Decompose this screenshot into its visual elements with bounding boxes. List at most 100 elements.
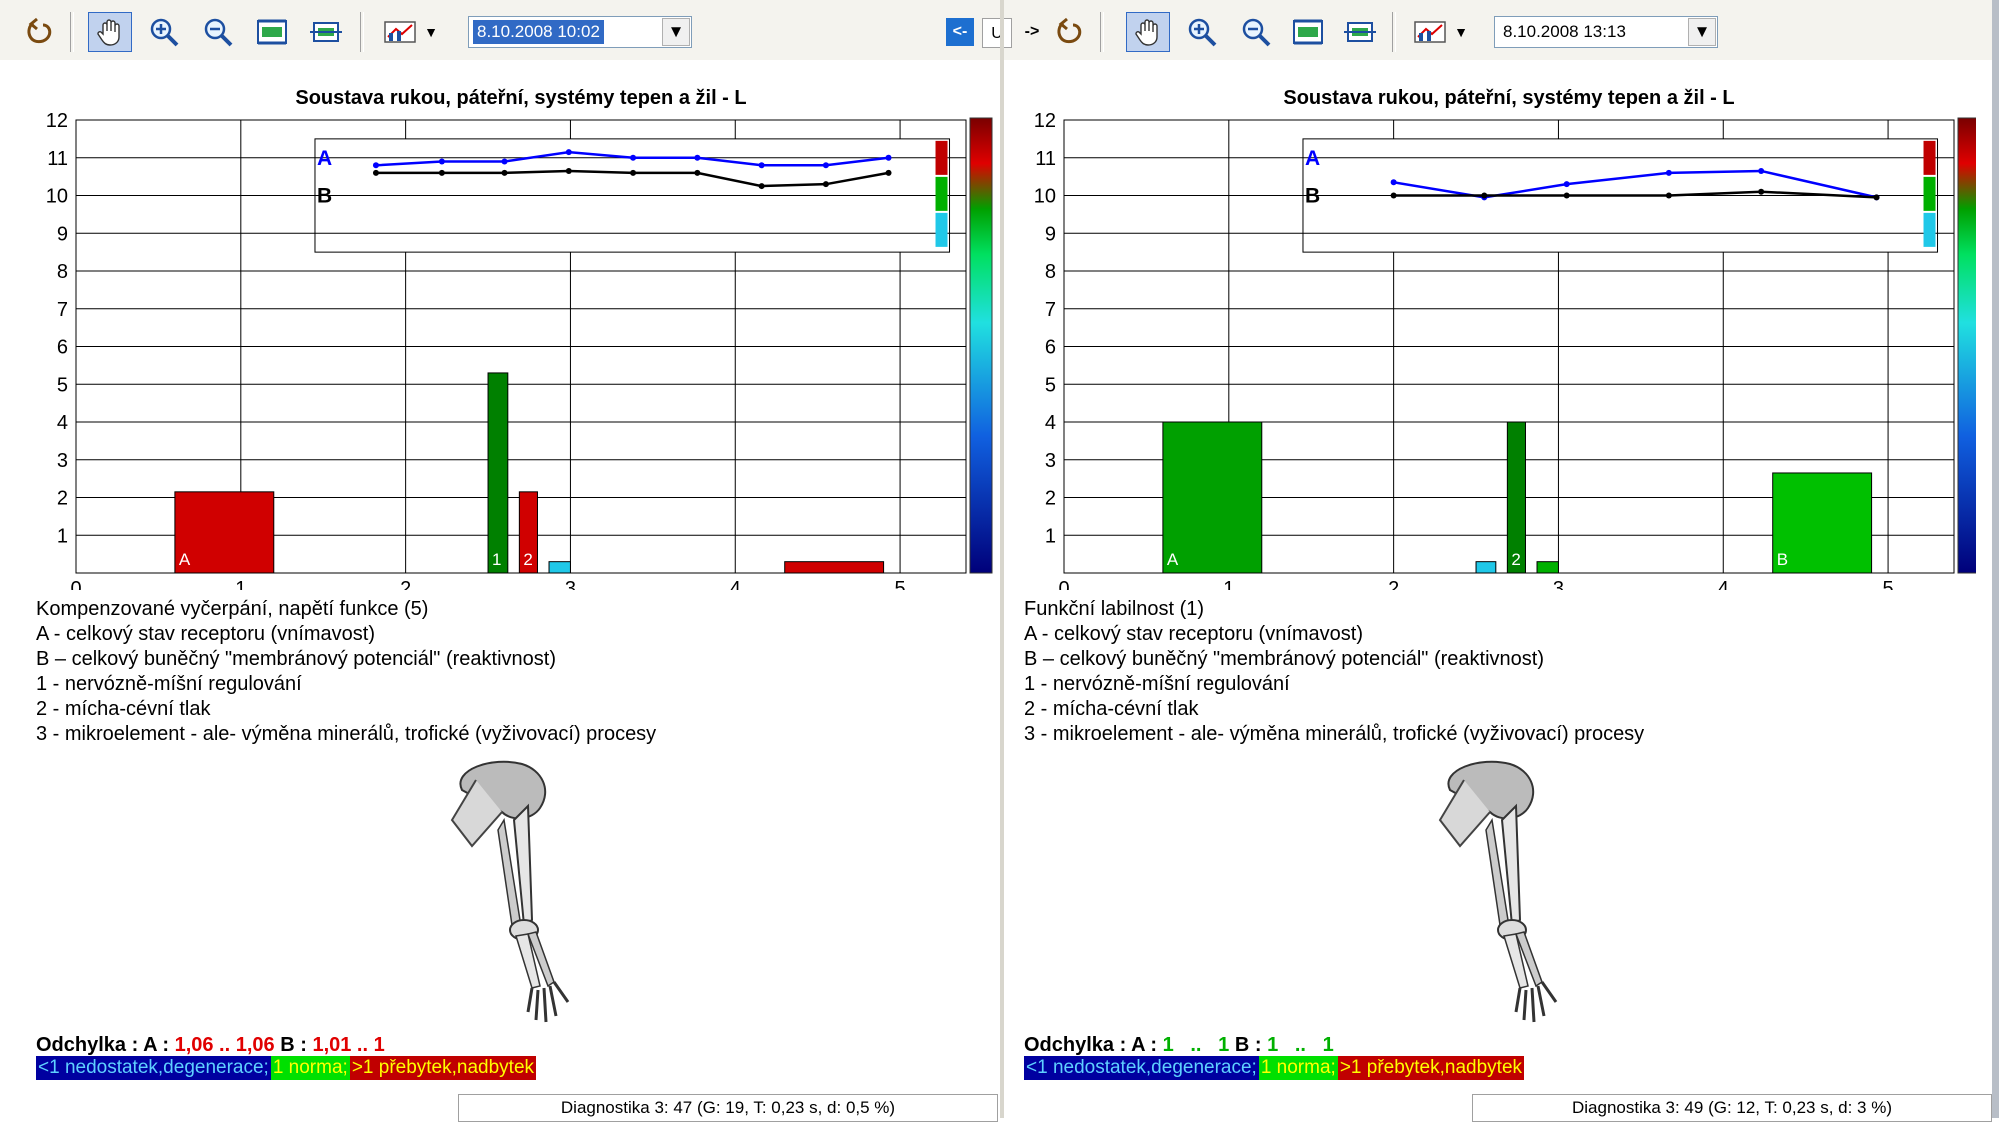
legend-line: 1 - nervózně-míšní regulování	[36, 673, 302, 695]
fit-button[interactable]	[1286, 12, 1330, 52]
fit-icon	[257, 19, 287, 45]
bar	[518, 491, 538, 574]
y-tick-label: 7	[1045, 299, 1056, 321]
legend-line: 2 - mícha-cévní tlak	[1024, 698, 1199, 720]
deviation-b-value: 1 .. 1	[1267, 1034, 1334, 1056]
x-tick-label: 4	[1718, 578, 1729, 590]
summary-text: Kompenzované vyčerpání, napětí funkce (5…	[36, 598, 429, 620]
pan-button[interactable]	[1126, 12, 1170, 52]
right-description: Funkční labilnost (1) A - celkový stav r…	[1024, 597, 1644, 747]
y-tick-label: 4	[57, 412, 68, 434]
y-tick-label: 8	[57, 261, 68, 283]
inset-point	[565, 149, 572, 156]
zoom-in-icon	[1188, 18, 1217, 47]
y-tick-label: 3	[57, 450, 68, 472]
zoom-out-button[interactable]	[1234, 12, 1278, 52]
status-text: Diagnostika 3: 47 (G: 19, T: 0,23 s, d: …	[560, 1098, 896, 1117]
chart-mode-button[interactable]: ▼	[1402, 12, 1478, 52]
inset-point	[1758, 167, 1765, 174]
x-tick-label: 1	[1223, 578, 1234, 590]
summary-text: Funkční labilnost (1)	[1024, 598, 1205, 620]
inset-point	[630, 169, 637, 176]
fit-height-icon	[1344, 22, 1376, 42]
prev-arrow-button[interactable]: <-	[946, 18, 974, 46]
right-chart[interactable]: Soustava rukou, páteřní, systémy tepen a…	[988, 60, 1976, 590]
chevron-down-icon: ▼	[1454, 24, 1468, 40]
deviation-a-value: 1,06 .. 1,06	[174, 1034, 275, 1056]
color-scale-bar	[1957, 117, 1976, 574]
chart-mode-button[interactable]: ▼	[372, 12, 448, 52]
right-date-select[interactable]: 8.10.2008 13:13 ▼	[1494, 16, 1718, 48]
x-tick-label: 2	[400, 578, 411, 590]
deviation-label: Odchylka :	[1024, 1034, 1127, 1056]
x-tick-label: 1	[235, 578, 246, 590]
legend-line: B – celkový buněčný "membránový potenciá…	[1024, 648, 1544, 670]
status-text: Diagnostika 3: 49 (G: 12, T: 0,23 s, d: …	[1571, 1098, 1893, 1117]
inset-point	[1873, 194, 1880, 201]
legend-line: A - celkový stav receptoru (vnímavost)	[1024, 623, 1364, 645]
inset-point	[694, 154, 701, 161]
bar-label: A	[1167, 550, 1179, 569]
undo-button[interactable]	[1048, 12, 1092, 52]
chart-title: Soustava rukou, páteřní, systémy tepen a…	[295, 87, 746, 109]
bar-label: 2	[1511, 550, 1520, 569]
toolbar-separator	[1100, 12, 1104, 52]
inset-point	[822, 181, 829, 188]
toolbar-separator	[1392, 12, 1396, 52]
inset-point	[438, 158, 445, 165]
scale-norm: 1 norma;	[1258, 1056, 1338, 1080]
fit-height-button[interactable]	[1338, 12, 1382, 52]
inset-color-key	[1923, 140, 1936, 175]
undo-button[interactable]	[18, 12, 62, 52]
bar	[784, 561, 885, 574]
inset-color-key	[1923, 212, 1936, 247]
deviation-b-value: 1,01 .. 1	[312, 1034, 385, 1056]
x-tick-label: 5	[895, 578, 906, 590]
chart-mode-icon	[384, 21, 416, 43]
chevron-down-icon[interactable]: ▼	[1688, 18, 1716, 46]
chevron-down-icon[interactable]: ▼	[662, 18, 690, 46]
inset-point	[372, 162, 379, 169]
y-tick-label: 1	[1045, 525, 1056, 547]
right-date-value: 8.10.2008 13:13	[1503, 22, 1626, 41]
zoom-in-button[interactable]	[142, 12, 186, 52]
inset-color-key	[935, 140, 948, 175]
undo-icon	[1057, 17, 1082, 44]
hand-pan-icon	[97, 19, 120, 46]
inset-point	[1481, 192, 1488, 199]
next-arrow-button[interactable]: ->	[1018, 18, 1046, 46]
panel-divider[interactable]	[1000, 0, 1004, 1118]
right-deviation: Odchylka : A : 1 .. 1 B : 1 .. 1	[1024, 1034, 1334, 1057]
x-tick-label: 4	[730, 578, 741, 590]
fit-height-button[interactable]	[304, 12, 348, 52]
swap-button[interactable]: U	[982, 18, 1012, 48]
left-status-bar: Diagnostika 3: 47 (G: 19, T: 0,23 s, d: …	[458, 1094, 998, 1122]
bar	[487, 372, 509, 574]
y-tick-label: 4	[1045, 412, 1056, 434]
right-status-bar: Diagnostika 3: 49 (G: 12, T: 0,23 s, d: …	[1472, 1094, 1992, 1122]
inset-color-key	[935, 212, 948, 247]
inset-point	[1563, 192, 1570, 199]
left-scale-legend: <1 nedostatek,degenerace; 1 norma; >1 př…	[36, 1056, 537, 1080]
fit-button[interactable]	[250, 12, 294, 52]
inset-point	[501, 158, 508, 165]
y-tick-label: 12	[46, 110, 68, 132]
inset-point	[758, 183, 765, 190]
y-tick-label: 9	[57, 223, 68, 245]
inset-point	[565, 167, 572, 174]
legend-line: A - celkový stav receptoru (vnímavost)	[36, 623, 376, 645]
inset-point	[885, 169, 892, 176]
hand-pan-icon	[1135, 19, 1158, 46]
pan-button[interactable]	[88, 12, 132, 52]
zoom-out-icon	[1242, 18, 1271, 47]
y-tick-label: 1	[57, 525, 68, 547]
left-description: Kompenzované vyčerpání, napětí funkce (5…	[36, 597, 656, 747]
inset-point	[1390, 192, 1397, 199]
zoom-out-button[interactable]	[196, 12, 240, 52]
deviation-label: Odchylka :	[36, 1034, 139, 1056]
zoom-in-button[interactable]	[1180, 12, 1224, 52]
left-chart[interactable]: Soustava rukou, páteřní, systémy tepen a…	[0, 60, 1000, 590]
left-date-value: 8.10.2008 10:02	[472, 19, 605, 45]
inset-color-key	[935, 176, 948, 211]
left-date-select[interactable]: 8.10.2008 10:02 ▼	[468, 16, 692, 48]
